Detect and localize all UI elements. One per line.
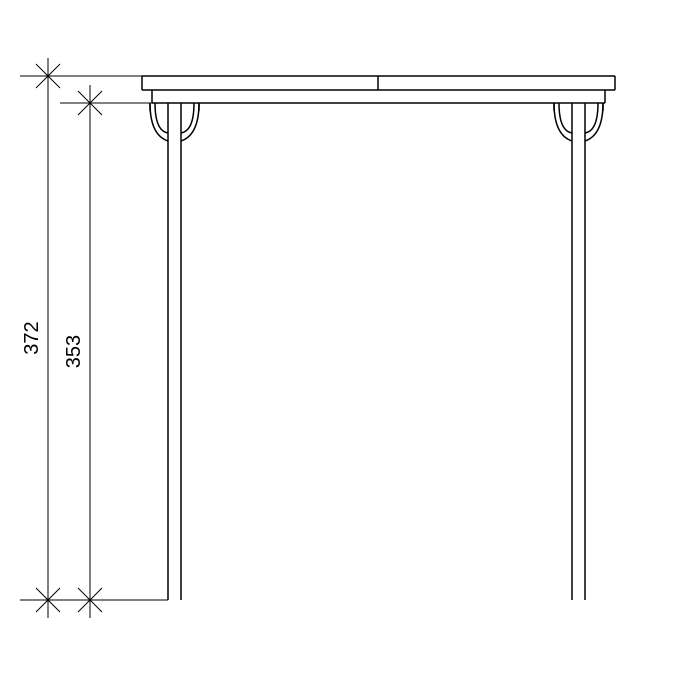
bracket-right-out-outer <box>585 103 603 141</box>
bracket-right-in-outer <box>554 103 572 141</box>
bracket-left-in-inner <box>181 103 194 133</box>
bracket-right-in-inner <box>559 103 572 133</box>
dimension-outer-label: 372 <box>21 321 43 354</box>
bracket-left-out-inner <box>155 103 168 133</box>
dimension-inner-label: 353 <box>63 335 85 368</box>
bracket-left-out-outer <box>150 103 168 141</box>
bracket-left-in-outer <box>181 103 199 141</box>
technical-drawing: 372 353 <box>0 0 696 696</box>
bracket-right-out-inner <box>585 103 598 133</box>
